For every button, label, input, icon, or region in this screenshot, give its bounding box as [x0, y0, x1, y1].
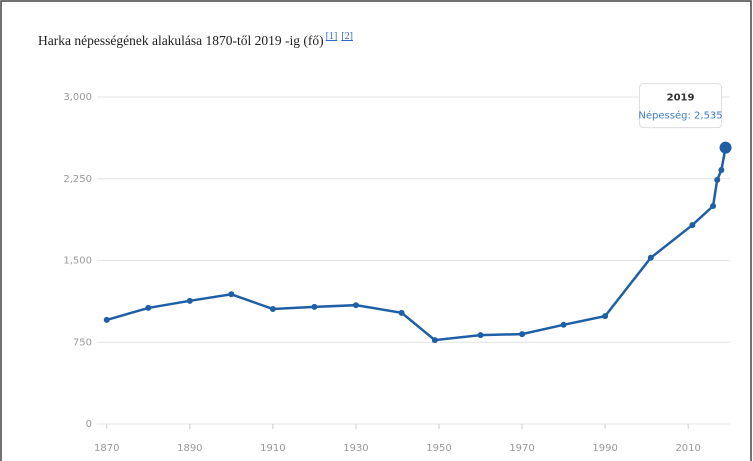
x-tick-label: 1990 [592, 443, 617, 454]
point [477, 332, 484, 339]
tooltip-box [639, 83, 723, 129]
reference-link[interactable]: [1] [326, 31, 338, 42]
x-tick-label: 1910 [260, 443, 285, 454]
title-text: Harka népességének alakulása 1870-től 20… [38, 33, 324, 48]
point [560, 321, 567, 328]
tooltip-text: Népesség: 2,535 [638, 110, 722, 122]
x-tick-label: 2010 [675, 443, 700, 454]
point [519, 331, 526, 338]
point [714, 176, 721, 183]
point [311, 303, 318, 310]
y-tick-label: 3,000 [63, 92, 92, 103]
y-tick-label: 2,250 [63, 174, 92, 185]
point [145, 304, 152, 311]
point [719, 141, 732, 154]
point [228, 291, 235, 298]
y-tick-label: 1,500 [63, 256, 92, 267]
x-tick-label: 1930 [343, 443, 368, 454]
y-tick-label: 0 [86, 419, 92, 430]
tooltip: 2019 Népesség: 2,535 [638, 83, 723, 129]
x-tick-label: 1890 [177, 443, 202, 454]
x-tick-label: 1870 [94, 443, 119, 454]
point [710, 203, 717, 209]
point [647, 254, 654, 261]
point [269, 306, 276, 313]
point [431, 337, 438, 344]
tooltip-title: 2019 [667, 93, 695, 104]
x-tick-label: 1950 [426, 443, 451, 454]
point [186, 297, 193, 304]
chart-title: Harka népességének alakulása 1870-től 20… [38, 31, 353, 48]
y-tick-label: 750 [73, 337, 92, 348]
point [602, 313, 609, 320]
point [398, 309, 405, 316]
point [352, 302, 359, 309]
point [689, 222, 696, 229]
x-tick-label: 1970 [509, 443, 534, 454]
line [106, 147, 727, 342]
point [718, 167, 725, 174]
reference-link[interactable]: [2] [341, 31, 353, 42]
point [103, 316, 110, 323]
